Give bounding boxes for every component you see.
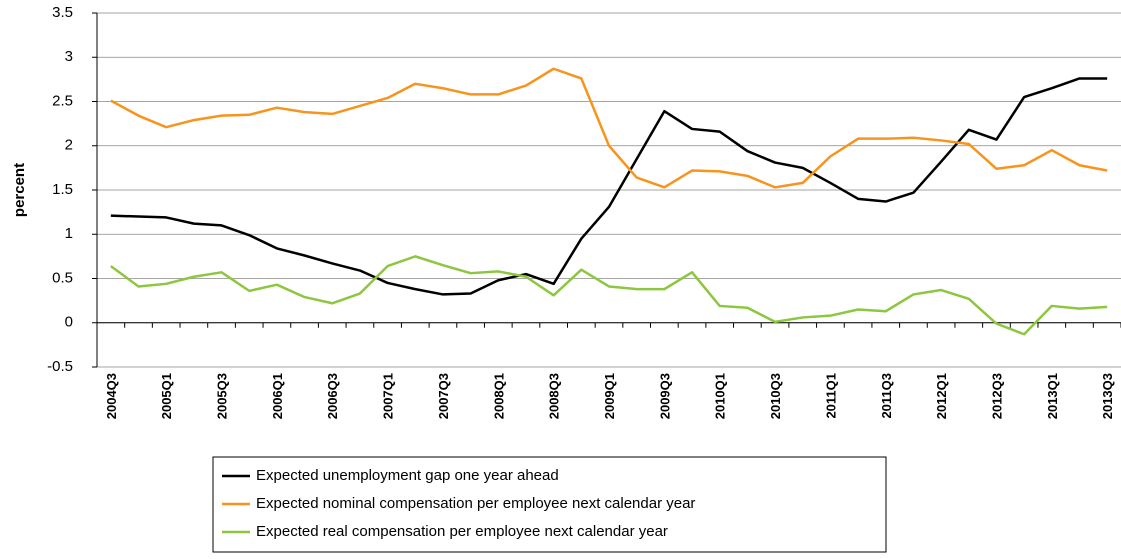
x-tick-label: 2005Q1 xyxy=(159,373,174,419)
x-tick-label: 2009Q1 xyxy=(602,373,617,419)
series-line xyxy=(110,77,1108,296)
x-tick-label: 2009Q3 xyxy=(657,373,672,419)
y-tick-label: 1.5 xyxy=(52,181,73,198)
y-tick-label: -0.5 xyxy=(47,358,73,375)
y-tick-label: 0.5 xyxy=(52,269,73,286)
x-tick-label: 2013Q1 xyxy=(1045,373,1060,419)
x-tick-label: 2005Q3 xyxy=(215,373,230,419)
x-tick-label: 2011Q3 xyxy=(879,373,894,419)
legend-label: Expected real compensation per employee … xyxy=(256,523,668,540)
x-tick-label: 2012Q3 xyxy=(989,373,1004,419)
x-tick-label: 2010Q3 xyxy=(768,373,783,419)
y-tick-label: 2 xyxy=(65,137,73,154)
legend-label: Expected nominal compensation per employ… xyxy=(256,495,695,512)
x-tick-label: 2013Q3 xyxy=(1100,373,1115,419)
x-tick-label: 2007Q3 xyxy=(436,373,451,419)
x-tick-label: 2007Q1 xyxy=(381,373,396,419)
x-tick-label: 2008Q1 xyxy=(491,373,506,419)
legend-label: Expected unemployment gap one year ahead xyxy=(256,467,559,484)
legend-box xyxy=(212,456,887,553)
series-line xyxy=(110,255,1108,336)
y-tick-label: 3.5 xyxy=(52,4,73,21)
x-tick-label: 2004Q3 xyxy=(104,373,119,419)
x-tick-label: 2012Q1 xyxy=(934,373,949,419)
y-axis-title: percent xyxy=(11,163,28,217)
y-tick-label: 3 xyxy=(65,48,73,65)
x-tick-label: 2010Q1 xyxy=(713,373,728,419)
y-tick-label: 0 xyxy=(65,314,73,331)
x-tick-label: 2011Q1 xyxy=(823,373,838,419)
series-line xyxy=(110,67,1108,189)
y-tick-label: 2.5 xyxy=(52,92,73,109)
y-tick-label: 1 xyxy=(65,225,73,242)
x-tick-label: 2006Q3 xyxy=(325,373,340,419)
x-tick-label: 2006Q1 xyxy=(270,373,285,419)
x-tick-label: 2008Q3 xyxy=(547,373,562,419)
